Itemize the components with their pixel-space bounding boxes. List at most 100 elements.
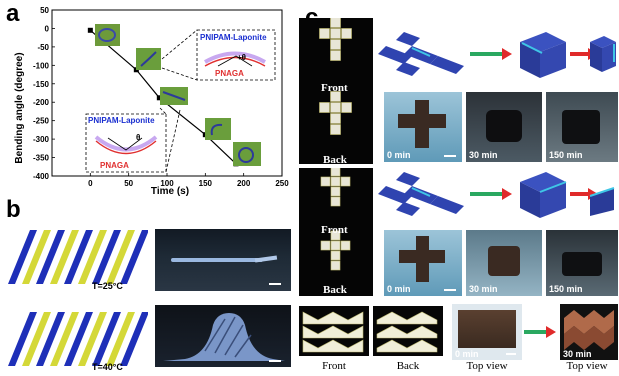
cross-cell xyxy=(341,102,352,113)
y-tick-label: -150 xyxy=(33,80,50,89)
time-label-r1-30: 30 min xyxy=(469,150,498,160)
lower-angle: θ xyxy=(136,133,140,142)
stripe xyxy=(92,230,121,284)
temperature-label-25: T=25°C xyxy=(92,281,123,291)
stripe xyxy=(22,312,51,366)
stripe xyxy=(78,312,107,366)
cross-cell xyxy=(320,176,331,187)
zigzag-cell xyxy=(302,339,364,353)
cross-cell xyxy=(330,176,341,187)
cross-cell xyxy=(330,260,341,271)
back-label-2: Back xyxy=(323,284,347,296)
front-label-1: Front xyxy=(321,82,348,94)
stripe xyxy=(36,312,65,366)
stripe xyxy=(106,312,135,366)
zigzag-cell xyxy=(302,311,364,325)
cube-photo-1-150min: 150 min xyxy=(546,92,618,162)
stripe xyxy=(120,312,148,366)
stripe xyxy=(106,230,135,284)
cross-cell xyxy=(330,91,341,102)
cross-cell xyxy=(330,168,341,177)
zigzag-pattern-back xyxy=(373,306,443,356)
cube-photo-1-30min: 30 min xyxy=(466,92,542,162)
time-label-r2-150: 150 min xyxy=(549,284,583,294)
cross-pattern-1: Front Back xyxy=(299,18,373,164)
stripe xyxy=(92,312,121,366)
time-label-r1-150: 150 min xyxy=(549,150,583,160)
front-label-2: Front xyxy=(321,224,348,236)
y-tick-label: -400 xyxy=(33,172,50,181)
cross-cell xyxy=(330,39,341,50)
x-tick-label: 150 xyxy=(199,179,213,188)
lower-sub-label: PNAGA xyxy=(100,161,129,170)
zigzag-cell xyxy=(376,311,438,325)
x-tick-label: 50 xyxy=(124,179,133,188)
top-view-caption-2: Top view xyxy=(566,360,608,372)
y-tick-label: 0 xyxy=(45,24,50,33)
cross-cell xyxy=(330,50,341,61)
panel-label-b: b xyxy=(6,196,21,223)
stripe xyxy=(64,312,93,366)
back-caption: Back xyxy=(396,360,420,372)
stripe xyxy=(78,230,107,284)
zigzag-photo-30min: 30 min xyxy=(560,304,618,360)
cross-cell xyxy=(330,240,341,251)
cross-cell xyxy=(330,18,341,28)
temperature-label-40: T=40°C xyxy=(92,362,123,372)
transition-arrow xyxy=(524,326,556,338)
inset-photo-4 xyxy=(205,118,231,140)
x-tick-label: 0 xyxy=(88,179,93,188)
cross-pattern-2: Front Back xyxy=(299,168,373,296)
y-tick-label: -250 xyxy=(33,117,50,126)
stripe xyxy=(50,312,79,366)
cube-photo-1-0min: 0 min xyxy=(384,92,462,162)
cross-cell xyxy=(319,28,330,39)
time-label-r3-30: 30 min xyxy=(563,349,592,359)
zigzag-cell xyxy=(376,339,438,353)
stripe-pattern-bent xyxy=(8,312,148,366)
lower-schematic-box: PNIPAM-Laponite θ PNAGA xyxy=(85,107,181,173)
time-label-r2-0: 0 min xyxy=(387,284,411,294)
stripe xyxy=(120,230,148,284)
upper-layer-label: PNIPAM-Laponite xyxy=(200,33,267,42)
cross-cell xyxy=(341,28,352,39)
stripe xyxy=(8,230,37,284)
inset-photo-5 xyxy=(233,142,261,166)
flat-strip-photo xyxy=(155,229,291,291)
x-tick-label: 250 xyxy=(275,179,289,188)
time-label-r2-30: 30 min xyxy=(469,284,498,294)
y-tick-label: -300 xyxy=(33,135,50,144)
top-view-caption-1: Top view xyxy=(466,360,508,372)
cube-photo-2-30min: 30 min xyxy=(466,230,542,296)
cross-cell xyxy=(330,113,341,124)
front-caption: Front xyxy=(322,360,346,372)
zigzag-photo-0min: 0 min xyxy=(452,304,522,360)
zigzag-cell xyxy=(376,325,438,339)
upper-angle: +θ xyxy=(237,53,246,62)
y-tick-label: -200 xyxy=(33,98,50,107)
cross-cell xyxy=(330,102,341,113)
stripe xyxy=(64,230,93,284)
cross-cell xyxy=(330,196,341,207)
cube-photo-2-150min: 150 min xyxy=(546,230,618,296)
cross-cell xyxy=(330,28,341,39)
cross-cell xyxy=(330,124,341,135)
cross-cell xyxy=(320,240,331,251)
inset-photo-3 xyxy=(160,87,188,105)
cross-cell xyxy=(330,250,341,261)
stripe-pattern-flat xyxy=(8,230,148,284)
inset-photo-1 xyxy=(95,24,120,46)
folding-schematic-1 xyxy=(378,32,616,78)
cross-cell xyxy=(340,176,351,187)
cube-photo-2-0min: 0 min xyxy=(384,230,462,296)
stripe xyxy=(36,230,65,284)
x-tick-label: 200 xyxy=(237,179,251,188)
x-tick-label: 100 xyxy=(160,179,174,188)
stripe xyxy=(50,230,79,284)
upper-sub-label: PNAGA xyxy=(215,69,244,78)
y-tick-label: -100 xyxy=(33,61,50,70)
bending-angle-chart: 0 50 100 150 200 250 50 0 -50 -100 -150 -200 -250 -30… xyxy=(14,6,289,197)
zigzag-cell xyxy=(302,325,364,339)
y-tick-label: -50 xyxy=(37,43,49,52)
inset-photo-2 xyxy=(136,48,161,70)
